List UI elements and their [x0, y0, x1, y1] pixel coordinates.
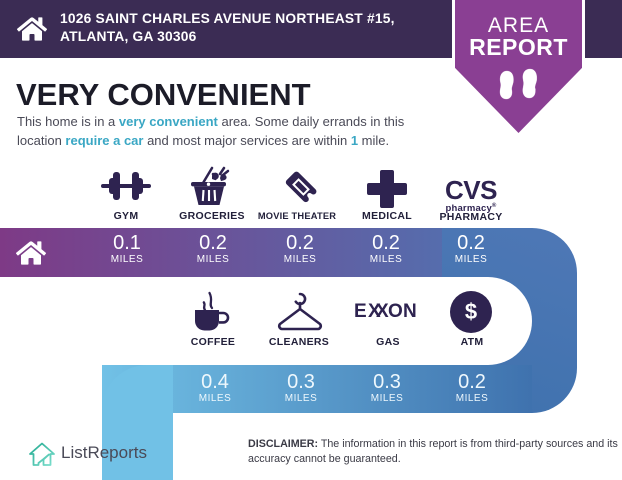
- svg-text:O: O: [388, 301, 403, 322]
- svg-text:N: N: [403, 301, 417, 322]
- svg-text:E: E: [354, 301, 367, 322]
